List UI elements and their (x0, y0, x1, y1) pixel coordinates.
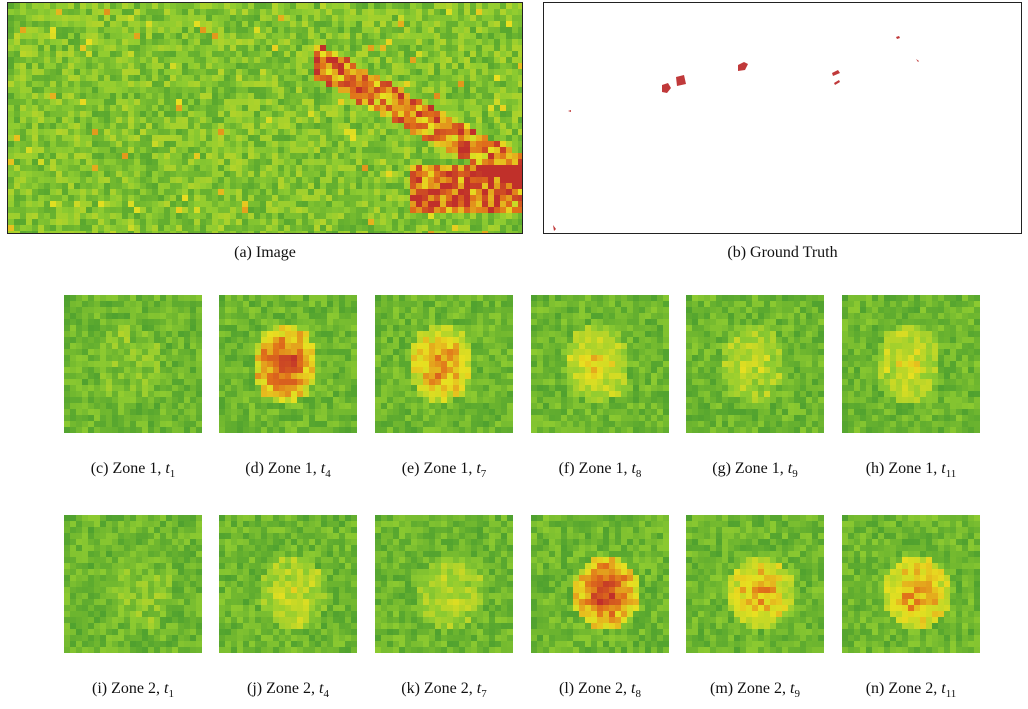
tile-caption-label: (e) Zone 1, (401, 460, 477, 477)
time-index: 4 (325, 468, 331, 481)
tile-caption: (j) Zone 2, t4 (199, 680, 377, 700)
tile-caption-label: (j) Zone 2, (247, 680, 320, 697)
zone-tile (531, 295, 669, 433)
burn-patch (568, 110, 571, 112)
burn-patch (738, 62, 748, 71)
time-variable: t (941, 680, 946, 697)
tile-caption: (f) Zone 1, t8 (511, 460, 689, 480)
zone-tile (686, 515, 824, 653)
zone-tile (531, 515, 669, 653)
time-variable: t (165, 460, 170, 477)
tile-caption-label: (g) Zone 1, (712, 460, 788, 477)
burn-patch (916, 59, 919, 62)
burn-patch (832, 70, 840, 76)
zone-tile (842, 295, 980, 433)
time-variable: t (476, 460, 481, 477)
tile-caption-label: (m) Zone 2, (710, 680, 791, 697)
burn-patch (896, 36, 900, 39)
zone-tile (686, 295, 824, 433)
time-index: 8 (635, 688, 641, 701)
tile-caption-label: (i) Zone 2, (92, 680, 165, 697)
tile-caption: (h) Zone 1, t11 (822, 460, 1000, 480)
burn-patch (553, 225, 556, 231)
tile-caption: (l) Zone 2, t8 (511, 680, 689, 700)
zone-tile (64, 515, 202, 653)
tile-caption: (d) Zone 1, t4 (199, 460, 377, 480)
time-index: 7 (480, 468, 487, 481)
tile-caption: (i) Zone 2, t1 (44, 680, 222, 700)
tile-caption: (g) Zone 1, t9 (666, 460, 844, 480)
tile-caption-label: (d) Zone 1, (245, 460, 321, 477)
tile-caption-label: (c) Zone 1, (90, 460, 166, 477)
tile-caption: (c) Zone 1, t1 (44, 460, 222, 480)
time-variable: t (476, 680, 482, 697)
time-index: 1 (168, 688, 174, 701)
time-index: 9 (794, 688, 800, 701)
tile-caption-label: (f) Zone 1, (558, 460, 632, 477)
time-index: 8 (635, 468, 642, 481)
time-variable: t (631, 460, 636, 477)
tile-caption-label: (k) Zone 2, (401, 680, 477, 697)
time-index: 7 (481, 688, 487, 701)
time-variable: t (790, 680, 795, 697)
tile-caption-label: (n) Zone 2, (865, 680, 942, 697)
zone-tile (64, 295, 202, 433)
ground-truth-caption: (b) Ground Truth (727, 244, 838, 261)
time-variable: t (941, 460, 946, 477)
time-index: 9 (792, 468, 798, 481)
tile-caption: (m) Zone 2, t9 (666, 680, 844, 700)
tile-caption-label: (h) Zone 1, (865, 460, 942, 477)
time-index: 11 (945, 688, 957, 701)
time-index: 1 (169, 468, 176, 481)
tile-caption: (n) Zone 2, t11 (822, 680, 1000, 700)
zone-tile (375, 515, 513, 653)
time-variable: t (320, 460, 326, 477)
burn-patch (662, 83, 671, 93)
tile-caption: (k) Zone 2, t7 (355, 680, 533, 700)
zone-tile (219, 515, 357, 653)
burn-patch (676, 75, 686, 86)
time-index: 11 (945, 468, 957, 481)
tile-caption: (e) Zone 1, t7 (355, 460, 533, 480)
burn-patch (834, 80, 840, 85)
tile-caption-label: (l) Zone 2, (559, 680, 632, 697)
ground-truth-map (543, 2, 1022, 234)
image-caption: (a) Image (234, 244, 296, 261)
satellite-image (7, 2, 523, 234)
time-variable: t (164, 680, 169, 697)
time-variable: t (319, 680, 324, 697)
zone-tile (219, 295, 357, 433)
zone-tile (842, 515, 980, 653)
time-index: 4 (323, 688, 329, 701)
zone-tile (375, 295, 513, 433)
time-variable: t (787, 460, 793, 477)
time-variable: t (631, 680, 636, 697)
